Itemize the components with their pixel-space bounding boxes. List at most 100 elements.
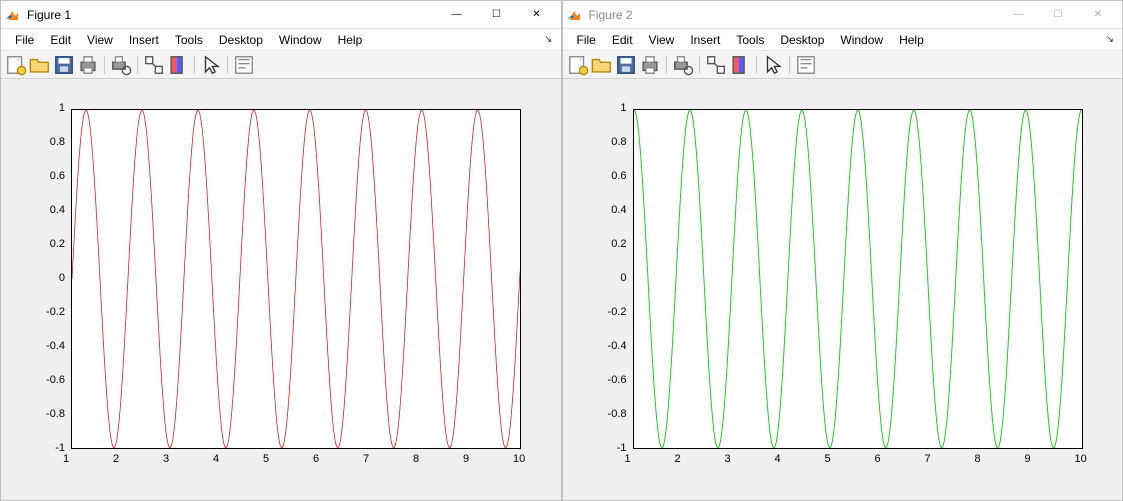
dock-arrow-icon[interactable]: ↘ (1106, 34, 1116, 45)
xtick-label: 3 (163, 453, 169, 465)
xtick-label: 2 (113, 453, 119, 465)
menu-edit[interactable]: Edit (42, 31, 79, 49)
figure-window: Figure 1—☐✕FileEditViewInsertToolsDeskto… (0, 0, 562, 501)
menu-view[interactable]: View (79, 31, 121, 49)
toolbar (563, 51, 1123, 79)
xtick-label: 5 (263, 453, 269, 465)
ytick-label: 0.4 (37, 204, 65, 216)
window-title: Figure 1 (27, 8, 437, 22)
menu-desktop[interactable]: Desktop (211, 31, 271, 49)
window-controls: —☐✕ (998, 1, 1118, 29)
xtick-label: 1 (625, 453, 631, 465)
toolbar-separator (194, 56, 195, 74)
menu-tools[interactable]: Tools (167, 31, 211, 49)
matlab-icon (567, 7, 583, 23)
colorbar-icon[interactable] (167, 54, 189, 76)
xtick-label: 4 (213, 453, 219, 465)
ytick-label: 0.8 (37, 136, 65, 148)
menubar: FileEditViewInsertToolsDesktopWindowHelp… (1, 29, 561, 51)
xtick-label: 10 (1075, 453, 1087, 465)
ytick-label: -0.6 (599, 374, 627, 386)
save-icon[interactable] (615, 54, 637, 76)
titlebar[interactable]: Figure 1—☐✕ (1, 1, 561, 29)
xtick-label: 6 (313, 453, 319, 465)
link-icon[interactable] (705, 54, 727, 76)
dock-arrow-icon[interactable]: ↘ (544, 34, 554, 45)
ytick-label: -1 (599, 442, 627, 454)
xtick-label: 1 (63, 453, 69, 465)
ytick-label: 0.4 (599, 204, 627, 216)
xtick-label: 9 (463, 453, 469, 465)
menu-edit[interactable]: Edit (604, 31, 641, 49)
axes[interactable] (633, 109, 1083, 449)
axes[interactable] (71, 109, 521, 449)
print-preview-icon[interactable] (672, 54, 694, 76)
menu-help[interactable]: Help (891, 31, 932, 49)
xtick-label: 2 (675, 453, 681, 465)
window-title: Figure 2 (589, 8, 999, 22)
ytick-label: 0.8 (599, 136, 627, 148)
ytick-label: -0.2 (37, 306, 65, 318)
close-button[interactable]: ✕ (1078, 1, 1118, 29)
print-icon[interactable] (639, 54, 661, 76)
new-figure-icon[interactable] (567, 54, 589, 76)
xtick-label: 10 (513, 453, 525, 465)
xtick-label: 7 (925, 453, 931, 465)
close-button[interactable]: ✕ (517, 1, 557, 29)
menu-window[interactable]: Window (832, 31, 891, 49)
plot-area: 12345678910-1-0.8-0.6-0.4-0.200.20.40.60… (1, 79, 561, 500)
line-series (72, 110, 520, 448)
toolbar-separator (756, 56, 757, 74)
ytick-label: -0.6 (37, 374, 65, 386)
ytick-label: 0.2 (37, 238, 65, 250)
xtick-label: 4 (775, 453, 781, 465)
menu-file[interactable]: File (7, 31, 42, 49)
menu-help[interactable]: Help (330, 31, 371, 49)
ytick-label: 1 (599, 102, 627, 114)
toolbar-separator (104, 56, 105, 74)
xtick-label: 8 (413, 453, 419, 465)
matlab-icon (5, 7, 21, 23)
xtick-label: 9 (1025, 453, 1031, 465)
xtick-label: 8 (975, 453, 981, 465)
ytick-label: -1 (37, 442, 65, 454)
plot-tools-icon[interactable] (795, 54, 817, 76)
menu-insert[interactable]: Insert (682, 31, 728, 49)
toolbar (1, 51, 561, 79)
ytick-label: 0.2 (599, 238, 627, 250)
menu-insert[interactable]: Insert (121, 31, 167, 49)
toolbar-separator (227, 56, 228, 74)
ytick-label: -0.8 (37, 408, 65, 420)
ytick-label: 0 (37, 272, 65, 284)
maximize-button[interactable]: ☐ (1038, 1, 1078, 29)
titlebar[interactable]: Figure 2—☐✕ (563, 1, 1123, 29)
maximize-button[interactable]: ☐ (477, 1, 517, 29)
menu-window[interactable]: Window (271, 31, 330, 49)
colorbar-icon[interactable] (729, 54, 751, 76)
figure-window: Figure 2—☐✕FileEditViewInsertToolsDeskto… (562, 0, 1123, 501)
ytick-label: 0.6 (37, 170, 65, 182)
minimize-button[interactable]: — (437, 1, 477, 29)
window-controls: —☐✕ (437, 1, 557, 29)
xtick-label: 5 (825, 453, 831, 465)
minimize-button[interactable]: — (998, 1, 1038, 29)
menu-view[interactable]: View (641, 31, 683, 49)
link-icon[interactable] (143, 54, 165, 76)
print-icon[interactable] (77, 54, 99, 76)
open-icon[interactable] (29, 54, 51, 76)
print-preview-icon[interactable] (110, 54, 132, 76)
menu-desktop[interactable]: Desktop (772, 31, 832, 49)
pointer-icon[interactable] (762, 54, 784, 76)
ytick-label: 1 (37, 102, 65, 114)
menu-file[interactable]: File (569, 31, 604, 49)
menubar: FileEditViewInsertToolsDesktopWindowHelp… (563, 29, 1123, 51)
ytick-label: -0.4 (37, 340, 65, 352)
open-icon[interactable] (591, 54, 613, 76)
plot-tools-icon[interactable] (233, 54, 255, 76)
menu-tools[interactable]: Tools (728, 31, 772, 49)
plot-area: 12345678910-1-0.8-0.6-0.4-0.200.20.40.60… (563, 79, 1123, 500)
ytick-label: -0.8 (599, 408, 627, 420)
save-icon[interactable] (53, 54, 75, 76)
new-figure-icon[interactable] (5, 54, 27, 76)
pointer-icon[interactable] (200, 54, 222, 76)
